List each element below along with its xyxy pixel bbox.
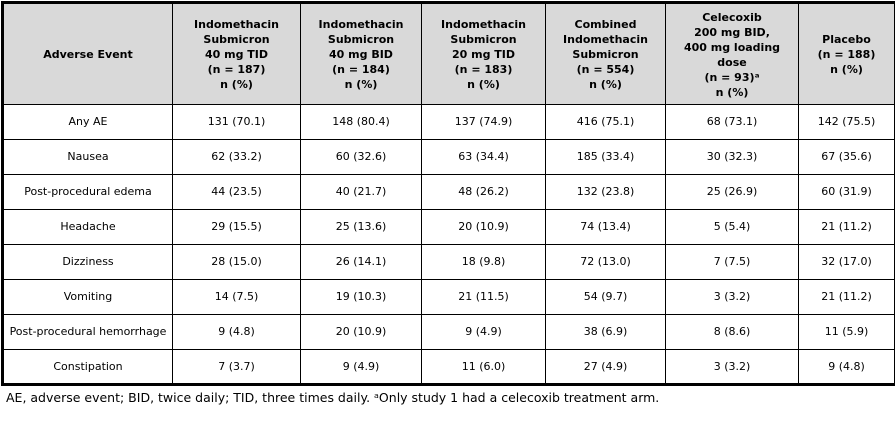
cell-value: 28 (15.0)	[172, 244, 301, 280]
cell-value: 7 (7.5)	[665, 244, 799, 280]
cell-value: 60 (32.6)	[300, 139, 422, 175]
header-row: Adverse Event Indomethacin Submicron 40 …	[2, 2, 895, 105]
adverse-event-name: Dizziness	[2, 244, 173, 280]
cell-value: 48 (26.2)	[421, 174, 546, 210]
cell-value: 27 (4.9)	[545, 349, 666, 385]
column-header: Celecoxib 200 mg BID, 400 mg loading dos…	[665, 2, 799, 105]
table-row: Post-procedural hemorrhage 9 (4.8) 20 (10.…	[2, 314, 895, 350]
cell-value: 60 (31.9)	[798, 174, 895, 210]
table-row: Any AE 131 (70.1) 148 (80.4) 137 (74.9) 416 …	[2, 104, 895, 140]
cell-value: 62 (33.2)	[172, 139, 301, 175]
column-header: Placebo (n = 188) n (%)	[798, 2, 895, 105]
cell-value: 21 (11.5)	[421, 279, 546, 315]
table-row: Headache 29 (15.5) 25 (13.6) 20 (10.9) 74 (1…	[2, 209, 895, 245]
cell-value: 3 (3.2)	[665, 279, 799, 315]
cell-value: 3 (3.2)	[665, 349, 799, 385]
column-header: Indomethacin Submicron 40 mg TID (n = 18…	[172, 2, 301, 105]
adverse-event-name: Post-procedural hemorrhage	[2, 314, 173, 350]
cell-value: 74 (13.4)	[545, 209, 666, 245]
table-row: Nausea 62 (33.2) 60 (32.6) 63 (34.4) 185 (33…	[2, 139, 895, 175]
table-row: Vomiting 14 (7.5) 19 (10.3) 21 (11.5) 54 (9.…	[2, 279, 895, 315]
adverse-event-name: Any AE	[2, 104, 173, 140]
table-body: Any AE 131 (70.1) 148 (80.4) 137 (74.9) 416 …	[2, 104, 895, 385]
cell-value: 72 (13.0)	[545, 244, 666, 280]
column-header: Indomethacin Submicron 40 mg BID (n = 18…	[300, 2, 422, 105]
table-footnote: AE, adverse event; BID, twice daily; TID…	[6, 390, 660, 405]
cell-value: 9 (4.9)	[300, 349, 422, 385]
cell-value: 44 (23.5)	[172, 174, 301, 210]
cell-value: 416 (75.1)	[545, 104, 666, 140]
adverse-events-table: Adverse Event Indomethacin Submicron 40 …	[1, 1, 895, 386]
cell-value: 20 (10.9)	[300, 314, 422, 350]
cell-value: 25 (26.9)	[665, 174, 799, 210]
adverse-event-name: Post-procedural edema	[2, 174, 173, 210]
column-header-adverse-event: Adverse Event	[2, 2, 173, 105]
cell-value: 185 (33.4)	[545, 139, 666, 175]
cell-value: 11 (6.0)	[421, 349, 546, 385]
cell-value: 9 (4.9)	[421, 314, 546, 350]
cell-value: 21 (11.2)	[798, 209, 895, 245]
cell-value: 8 (8.6)	[665, 314, 799, 350]
cell-value: 21 (11.2)	[798, 279, 895, 315]
cell-value: 132 (23.8)	[545, 174, 666, 210]
cell-value: 18 (9.8)	[421, 244, 546, 280]
cell-value: 14 (7.5)	[172, 279, 301, 315]
adverse-event-name: Nausea	[2, 139, 173, 175]
adverse-event-name: Headache	[2, 209, 173, 245]
column-header: Combined Indomethacin Submicron (n = 554…	[545, 2, 666, 105]
cell-value: 67 (35.6)	[798, 139, 895, 175]
cell-value: 5 (5.4)	[665, 209, 799, 245]
cell-value: 137 (74.9)	[421, 104, 546, 140]
adverse-event-name: Constipation	[2, 349, 173, 385]
column-header: Indomethacin Submicron 20 mg TID (n = 18…	[421, 2, 546, 105]
cell-value: 142 (75.5)	[798, 104, 895, 140]
cell-value: 68 (73.1)	[665, 104, 799, 140]
cell-value: 32 (17.0)	[798, 244, 895, 280]
cell-value: 54 (9.7)	[545, 279, 666, 315]
cell-value: 30 (32.3)	[665, 139, 799, 175]
table-row: Constipation 7 (3.7) 9 (4.9) 11 (6.0) 27 (4.…	[2, 349, 895, 385]
cell-value: 40 (21.7)	[300, 174, 422, 210]
cell-value: 20 (10.9)	[421, 209, 546, 245]
adverse-event-name: Vomiting	[2, 279, 173, 315]
cell-value: 38 (6.9)	[545, 314, 666, 350]
cell-value: 9 (4.8)	[798, 349, 895, 385]
cell-value: 148 (80.4)	[300, 104, 422, 140]
cell-value: 9 (4.8)	[172, 314, 301, 350]
cell-value: 29 (15.5)	[172, 209, 301, 245]
cell-value: 19 (10.3)	[300, 279, 422, 315]
cell-value: 7 (3.7)	[172, 349, 301, 385]
table-row: Post-procedural edema 44 (23.5) 40 (21.7) 4…	[2, 174, 895, 210]
cell-value: 63 (34.4)	[421, 139, 546, 175]
table-row: Dizziness 28 (15.0) 26 (14.1) 18 (9.8) 72 (1…	[2, 244, 895, 280]
cell-value: 11 (5.9)	[798, 314, 895, 350]
cell-value: 26 (14.1)	[300, 244, 422, 280]
page: Adverse Event Indomethacin Submicron 40 …	[1, 1, 895, 405]
cell-value: 131 (70.1)	[172, 104, 301, 140]
cell-value: 25 (13.6)	[300, 209, 422, 245]
